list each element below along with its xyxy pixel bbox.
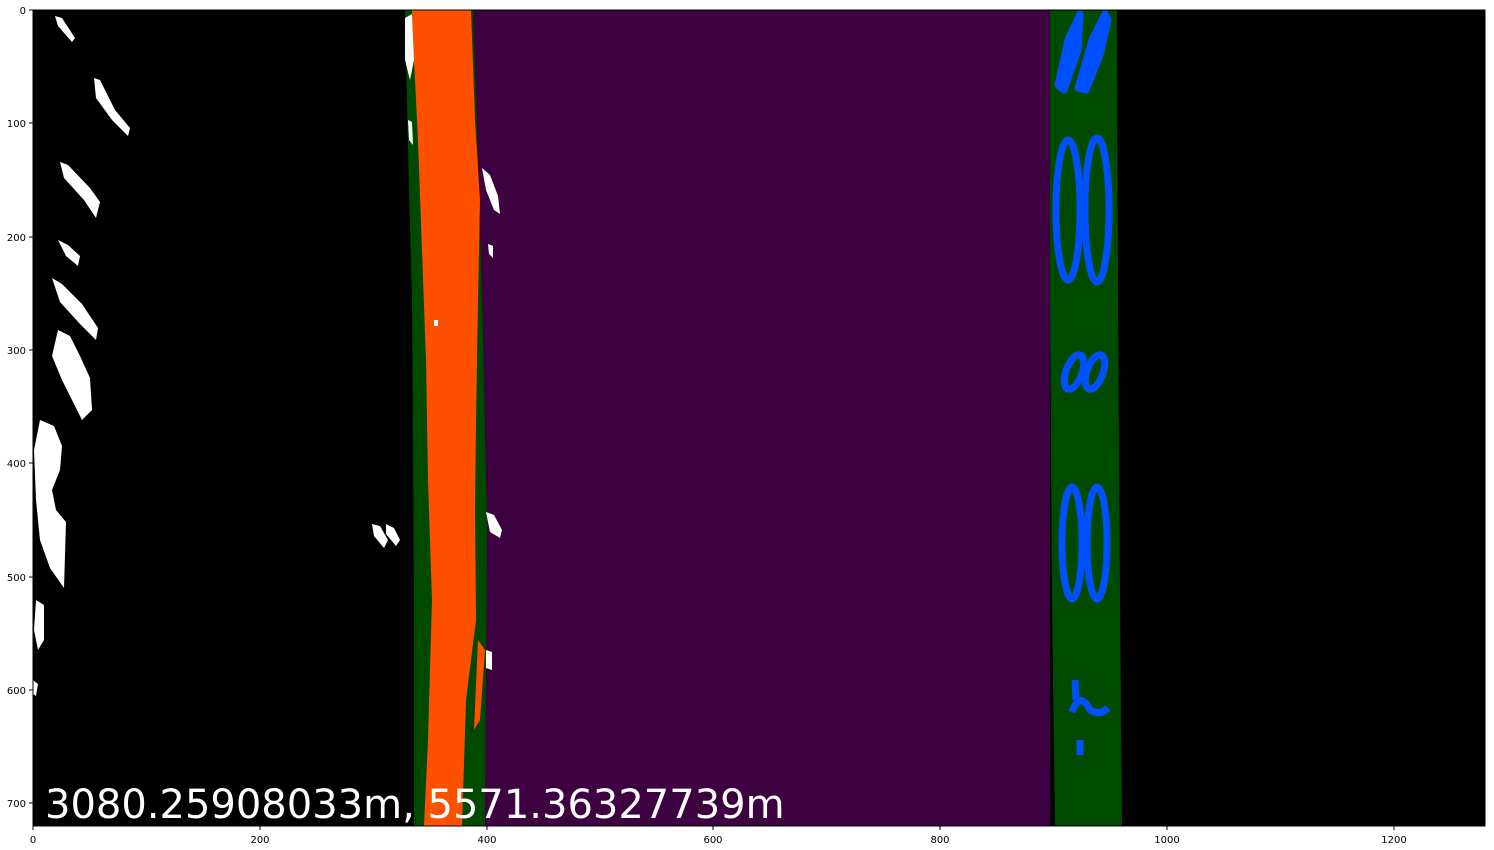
noise-blob xyxy=(58,240,80,266)
axes-frame xyxy=(32,9,1486,827)
noise-blob xyxy=(486,512,502,538)
right-lane-window xyxy=(1050,10,1122,826)
noise-blob xyxy=(55,16,75,42)
noise-blob xyxy=(34,420,66,588)
noise-blob xyxy=(386,524,400,546)
right-lane-pixels xyxy=(1052,10,1113,755)
noise-blob xyxy=(372,524,388,548)
noise-pixels xyxy=(33,14,502,696)
lane-fill-area xyxy=(473,10,1050,826)
x-tick-label: 0 xyxy=(30,835,36,846)
image-plot: 3080.25908033m, 5571.36327739m xyxy=(33,10,1485,828)
right-lane-fragment-1 xyxy=(1068,679,1111,717)
noise-blob xyxy=(486,650,492,670)
left-lane-pixels xyxy=(412,10,480,826)
right-lane-dash-2 xyxy=(1074,10,1112,94)
noise-blob xyxy=(33,680,38,696)
right-lane-dash-1 xyxy=(1054,10,1084,94)
noise-blob xyxy=(405,14,414,80)
y-tick-label: 300 xyxy=(7,346,26,357)
noise-blob xyxy=(482,168,500,214)
y-tick-label: 100 xyxy=(7,119,26,130)
x-tick-label: 800 xyxy=(930,835,949,846)
y-tick-label: 600 xyxy=(7,686,26,697)
x-tick-label: 1200 xyxy=(1381,835,1406,846)
noise-blob xyxy=(434,320,438,326)
x-tick-label: 1000 xyxy=(1154,835,1179,846)
noise-blob xyxy=(52,330,92,420)
x-axis: 0 200 400 600 800 1000 1200 xyxy=(30,826,1407,846)
x-tick-label: 200 xyxy=(250,835,269,846)
noise-blob xyxy=(34,600,44,650)
right-lane-blob-1 xyxy=(1052,136,1084,284)
x-tick-label: 600 xyxy=(703,835,722,846)
y-tick-label: 0 xyxy=(20,6,26,17)
right-lane-blob-6 xyxy=(1083,483,1111,603)
right-lane-blob-2 xyxy=(1081,134,1113,286)
noise-blob xyxy=(488,244,493,258)
y-tick-label: 400 xyxy=(7,459,26,470)
x-tick-label: 400 xyxy=(477,835,496,846)
noise-blob xyxy=(52,278,98,340)
noise-blob xyxy=(94,78,130,136)
noise-blob xyxy=(60,162,100,218)
noise-blob xyxy=(408,120,413,145)
y-tick-label: 500 xyxy=(7,573,26,584)
right-lane-blob-5 xyxy=(1058,483,1086,603)
y-axis: 0 100 200 300 400 500 600 700 xyxy=(7,6,33,810)
overlay-measurement-text: 3080.25908033m, 5571.36327739m xyxy=(45,782,785,828)
y-tick-label: 200 xyxy=(7,233,26,244)
right-lane-blob-4 xyxy=(1081,351,1109,393)
y-tick-label: 700 xyxy=(7,799,26,810)
right-lane-blob-3 xyxy=(1060,351,1088,393)
left-lane-fragment xyxy=(474,640,485,730)
